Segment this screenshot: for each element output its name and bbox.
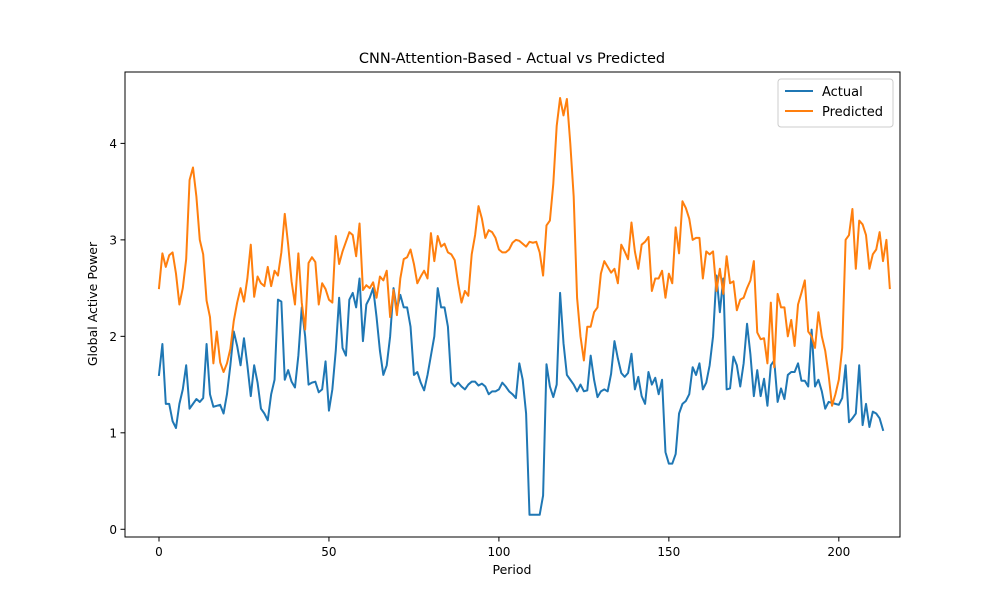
x-axis: 0 50 100 150 200 — [155, 537, 850, 559]
x-tick-label: 50 — [321, 545, 336, 559]
series-layer — [157, 97, 891, 516]
plot-frame — [124, 71, 901, 538]
x-tick-label: 150 — [657, 545, 680, 559]
legend-label-predicted: Predicted — [822, 105, 883, 120]
x-axis-label: Period — [493, 562, 532, 577]
y-tick-label: 2 — [109, 330, 117, 344]
legend: Actual Predicted — [777, 78, 894, 128]
y-tick-label: 1 — [109, 426, 117, 440]
x-tick-label: 100 — [487, 545, 510, 559]
chart-title: CNN-Attention-Based - Actual vs Predicte… — [359, 51, 665, 67]
series-line-actual — [157, 274, 885, 516]
y-axis: 0 1 2 3 4 — [109, 137, 125, 537]
y-axis-label: Global Active Power — [85, 241, 100, 366]
x-tick-label: 0 — [155, 545, 163, 559]
y-tick-label: 4 — [109, 137, 117, 151]
series-line-predicted — [157, 97, 891, 407]
y-tick-label: 3 — [109, 233, 117, 247]
legend-label-actual: Actual — [822, 85, 863, 100]
y-tick-label: 0 — [109, 523, 117, 537]
x-tick-label: 200 — [827, 545, 850, 559]
